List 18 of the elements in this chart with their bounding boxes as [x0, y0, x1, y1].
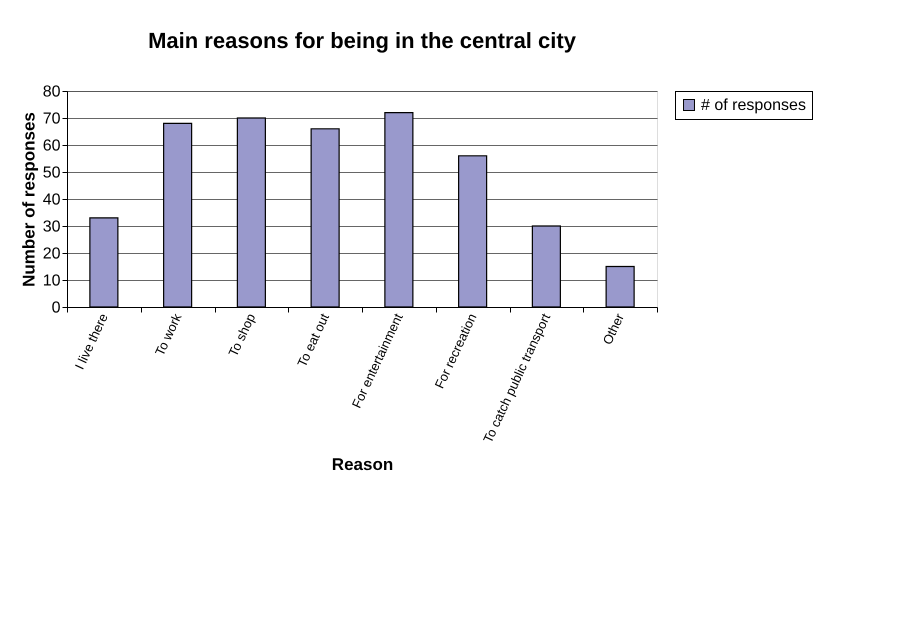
x-tick-label: To work [152, 310, 185, 358]
y-tick-label: 50 [42, 164, 61, 182]
x-tick-label: To eat out [294, 310, 332, 370]
x-tick-label: To shop [225, 311, 258, 359]
y-tick-label: 30 [42, 218, 61, 236]
y-tick-label: 80 [42, 84, 61, 100]
x-axis-title: Reason [332, 455, 394, 474]
y-tick-label: 60 [42, 138, 61, 154]
y-tick-label: 10 [42, 272, 61, 290]
x-tick-label: I live there [72, 311, 111, 372]
x-tick-label: Other [600, 310, 628, 347]
y-tick-label: 20 [42, 246, 61, 262]
chart-title: Main reasons for being in the central city [148, 28, 577, 53]
y-tick-label: 0 [52, 300, 61, 316]
legend-label: # of responses [701, 97, 806, 114]
y-tick-label: 70 [42, 110, 61, 128]
y-axis-title: Number of responses [20, 112, 39, 287]
y-tick-label: 40 [42, 192, 61, 208]
